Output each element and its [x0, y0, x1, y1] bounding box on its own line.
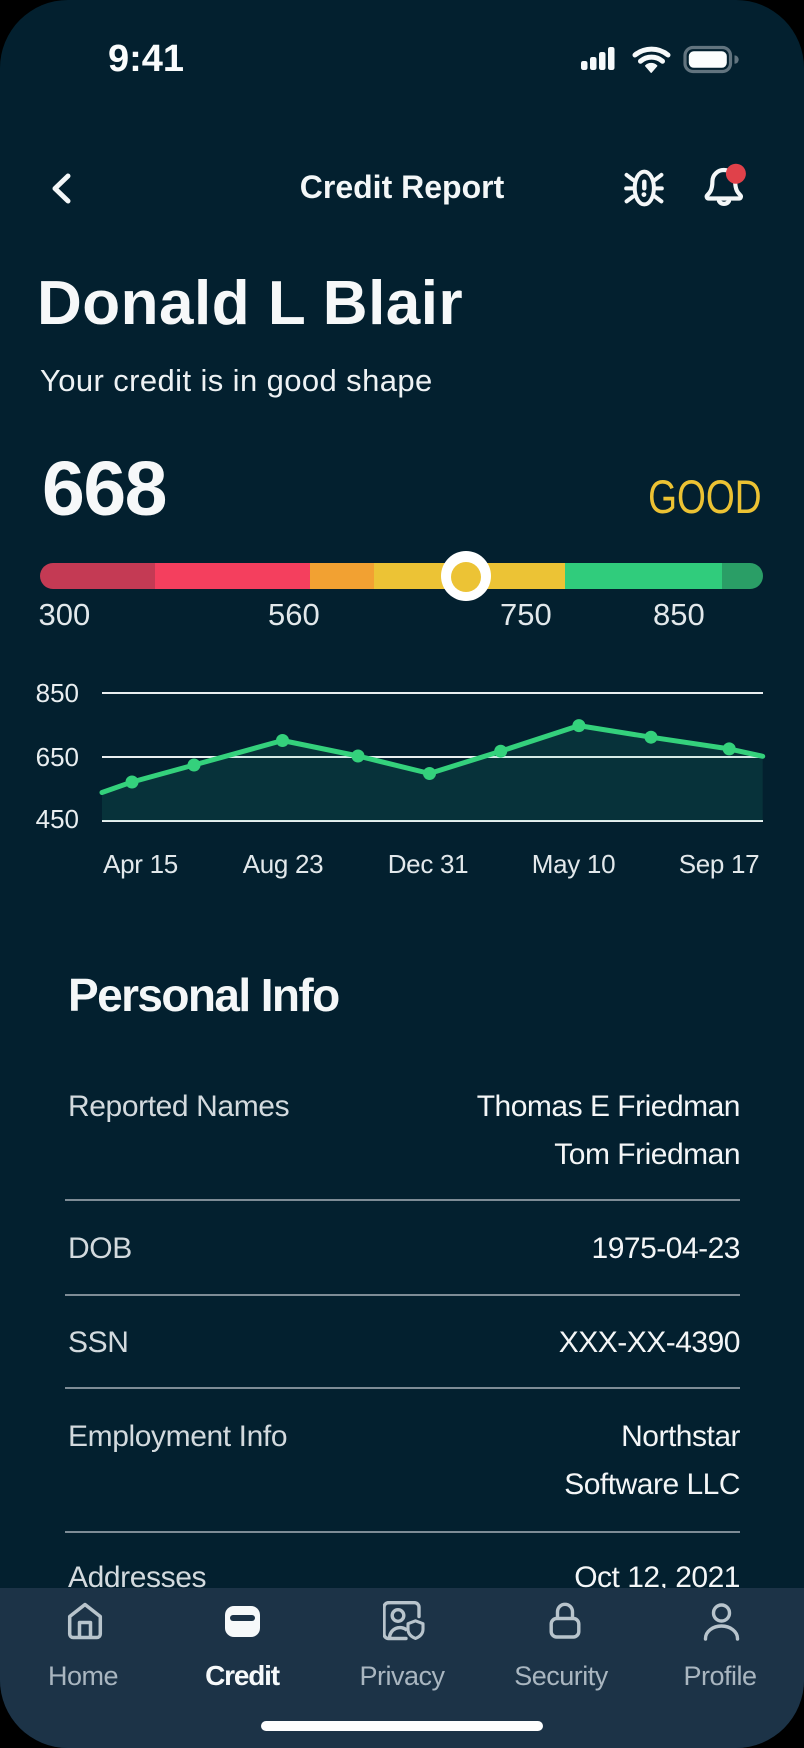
svg-text:Sep 17: Sep 17: [679, 849, 760, 879]
svg-text:Aug 23: Aug 23: [243, 849, 324, 879]
svg-text:May 10: May 10: [532, 849, 615, 879]
svg-text:850: 850: [36, 678, 79, 708]
svg-text:650: 650: [36, 742, 79, 772]
svg-text:450: 450: [36, 804, 79, 834]
svg-text:Dec 31: Dec 31: [388, 849, 469, 879]
svg-text:Apr 15: Apr 15: [103, 849, 178, 879]
